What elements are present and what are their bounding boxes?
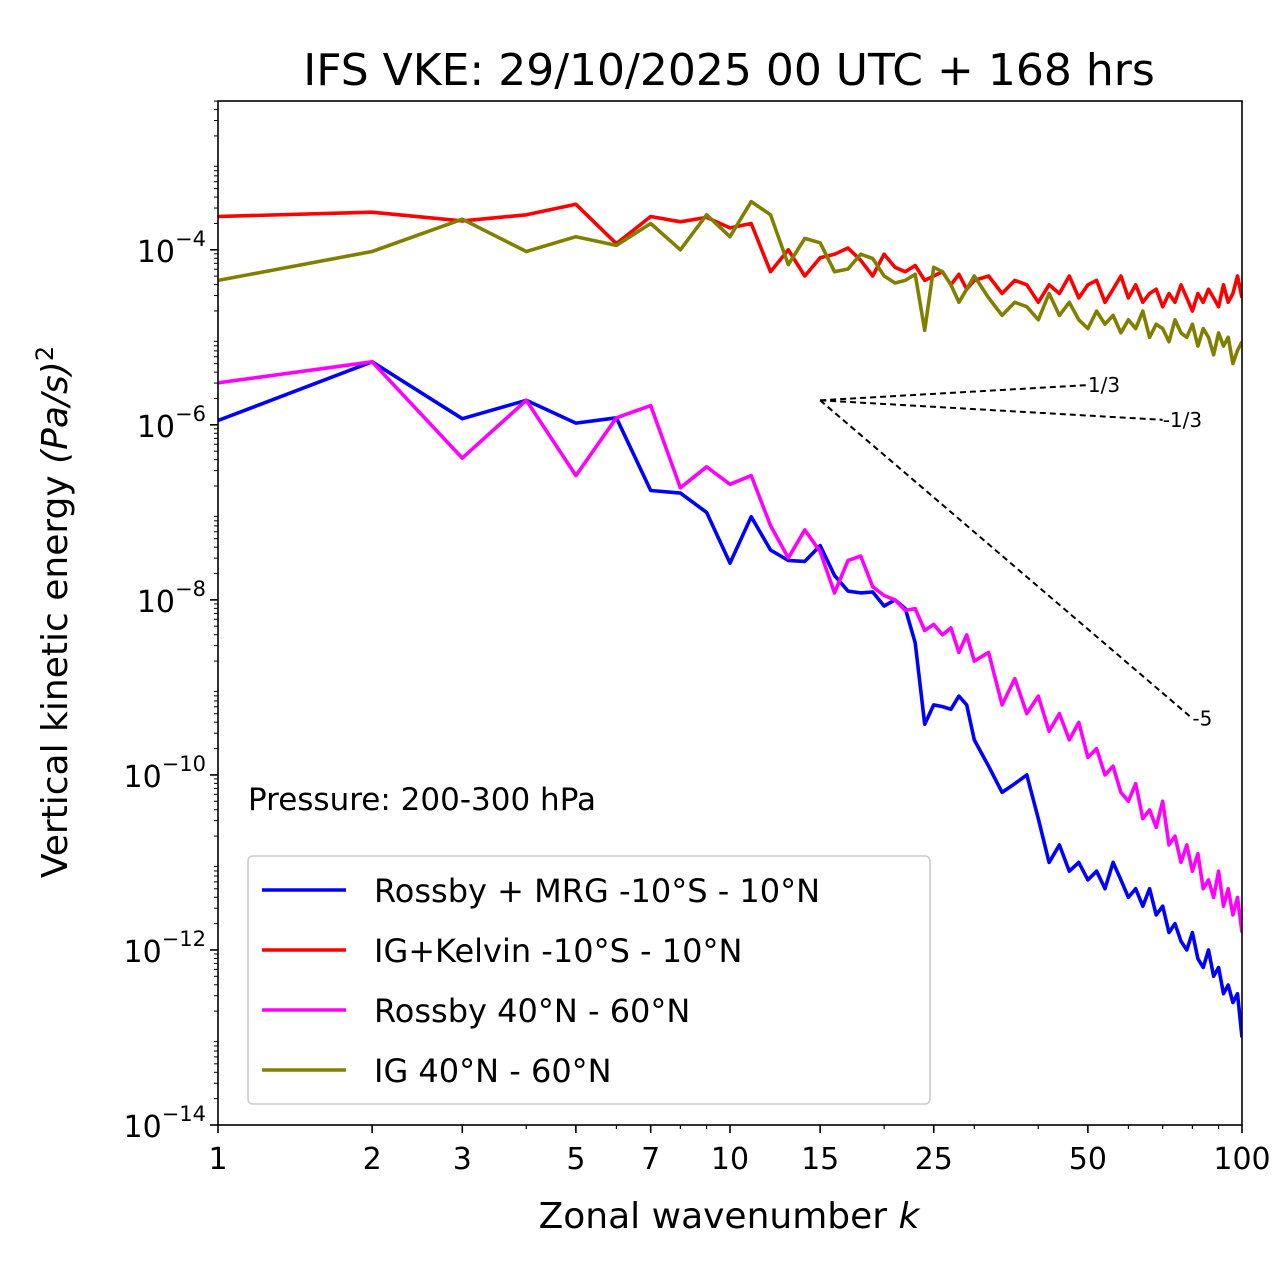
legend-label: Rossby + MRG -10°S - 10°N xyxy=(374,872,820,910)
x-axis-ticks: 1 2 3 5 7 10 15 25 50 100 xyxy=(208,1125,1271,1177)
x-tick-label: 25 xyxy=(915,1142,953,1177)
x-axis-title-main: Zonal wavenumber xyxy=(539,1196,888,1237)
y-tick-label: 10−8 xyxy=(137,577,206,620)
legend-label: Rossby 40°N - 60°N xyxy=(374,992,690,1030)
y-tick-label: 10−6 xyxy=(137,402,206,445)
legend-label: IG 40°N - 60°N xyxy=(374,1052,612,1090)
chart-title: IFS VKE: 29/10/2025 00 UTC + 168 hrs xyxy=(303,45,1155,96)
y-tick-label: 10−10 xyxy=(123,752,206,795)
reference-slopes: 1/3 -1/3 -5 xyxy=(819,373,1212,730)
x-tick-label: 5 xyxy=(566,1142,585,1177)
x-tick-label: 7 xyxy=(641,1142,660,1177)
y-axis-ticks: 10−14 10−12 10−10 10−8 10−6 10−4 xyxy=(123,100,218,1145)
series-line-1 xyxy=(218,359,1242,1038)
x-tick-label: 15 xyxy=(801,1142,839,1177)
y-axis-title: Vertical kinetic energy (Pa/s)2 xyxy=(31,346,76,878)
x-tick-label: 3 xyxy=(453,1142,472,1177)
reference-slope-line xyxy=(820,384,1088,402)
plot-frame xyxy=(217,100,1243,1126)
reference-slope-label: 1/3 xyxy=(1088,373,1120,397)
reference-slope-line xyxy=(820,399,1163,421)
x-tick-label: 100 xyxy=(1213,1142,1270,1177)
reference-slope-label: -5 xyxy=(1192,706,1212,730)
x-axis-title: Zonal wavenumber k xyxy=(539,1196,922,1237)
legend-box xyxy=(247,855,931,1105)
x-tick-label: 50 xyxy=(1069,1142,1107,1177)
x-axis-title-var: k xyxy=(899,1196,922,1237)
series-lines xyxy=(218,199,1242,1038)
reference-slope-line xyxy=(819,399,1194,720)
series-line-2 xyxy=(218,202,1242,313)
y-tick-label: 10−14 xyxy=(123,1102,206,1145)
legend: Rossby + MRG -10°S - 10°N IG+Kelvin -10°S… xyxy=(247,855,931,1105)
x-tick-label: 1 xyxy=(208,1142,227,1177)
y-axis-title-main: Vertical kinetic energy xyxy=(35,475,76,878)
series-line-3 xyxy=(218,359,1242,933)
y-axis-title-unit: (Pa/s) xyxy=(35,361,76,464)
y-tick-label: 10−12 xyxy=(123,927,206,970)
x-tick-label: 10 xyxy=(711,1142,749,1177)
y-tick-label: 10−4 xyxy=(137,227,206,270)
x-tick-label: 2 xyxy=(363,1142,382,1177)
legend-label: IG+Kelvin -10°S - 10°N xyxy=(374,932,742,970)
y-axis-title-text: Vertical kinetic energy (Pa/s)2 xyxy=(31,346,76,878)
series-line-4 xyxy=(218,199,1242,366)
pressure-annotation: Pressure: 200-300 hPa xyxy=(248,782,596,818)
reference-slope-label: -1/3 xyxy=(1163,408,1202,432)
y-axis-title-exp: 2 xyxy=(31,346,59,361)
